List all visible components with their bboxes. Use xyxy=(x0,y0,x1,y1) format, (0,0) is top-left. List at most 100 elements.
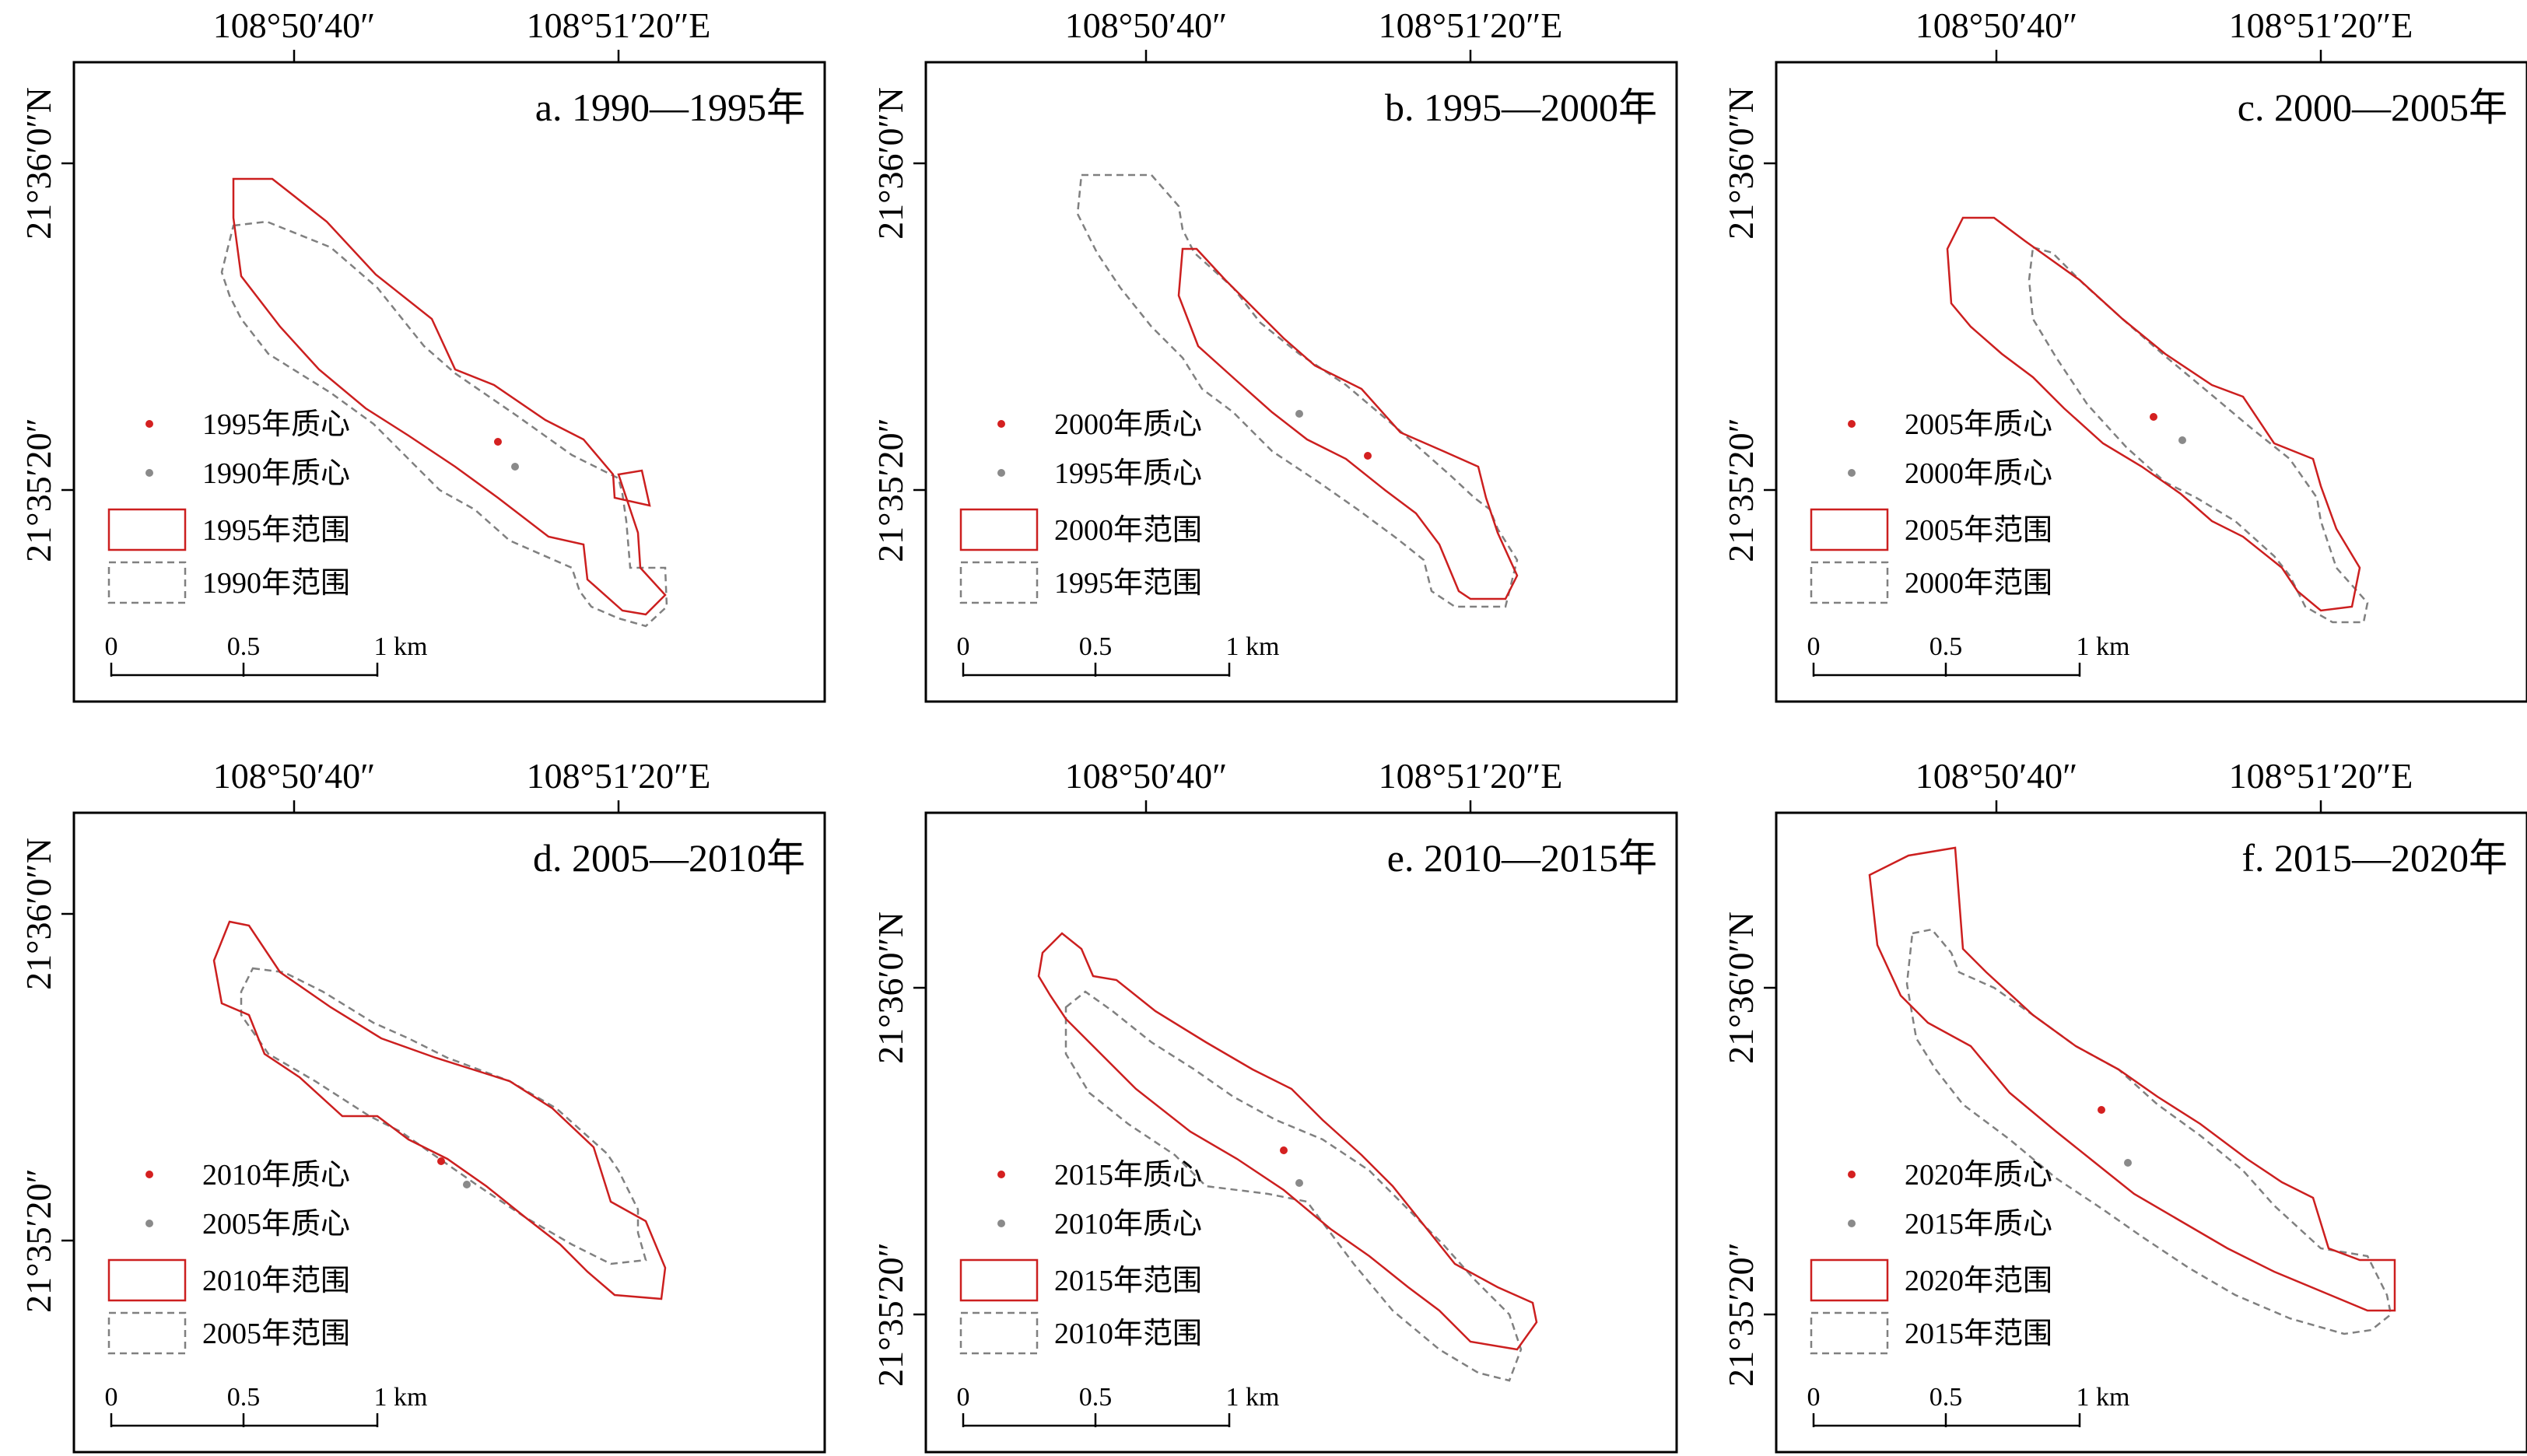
lon-tick-right: 108°51′20″E xyxy=(527,756,711,796)
legend-current-centroid-label: 2000年质心 xyxy=(1054,408,1202,441)
scale-bar-line xyxy=(110,663,379,677)
map-frame xyxy=(924,811,1678,1454)
scale-label-end: 1 km xyxy=(2077,632,2130,661)
legend-current-extent-swatch xyxy=(107,1258,187,1302)
panel-f: 108°50′40″ 108°51′20″E 21°36′0″N 21°35′2… xyxy=(1721,756,2527,1454)
previous-centroid xyxy=(463,1181,471,1188)
legend-previous-centroid-marker xyxy=(1848,1220,1856,1227)
legend-previous-centroid-marker xyxy=(997,1220,1005,1227)
current-extent-boundary xyxy=(1177,247,1519,600)
legend-current-centroid-label: 2010年质心 xyxy=(202,1159,350,1192)
lat-tick-upper: 21°36′0″N xyxy=(871,912,910,1064)
legend: 2020年质心 2015年质心 2020年范围 2015年范围 xyxy=(1810,1159,2052,1355)
scale-label-mid: 0.5 xyxy=(1079,1383,1113,1412)
previous-extent-boundary xyxy=(220,220,668,628)
scale-label-0: 0 xyxy=(957,632,970,661)
lon-tick-right: 108°51′20″E xyxy=(2229,5,2413,45)
lon-tick-left: 108°50′40″ xyxy=(213,5,376,45)
scale-label-end: 1 km xyxy=(1226,632,1280,661)
scale-bar: 0 0.5 1 km xyxy=(1807,1383,2129,1427)
current-centroid xyxy=(437,1157,445,1165)
lat-tick-lower: 21°35′20″ xyxy=(19,418,58,562)
scale-bar: 0 0.5 1 km xyxy=(105,632,428,677)
scale-bar: 0 0.5 1 km xyxy=(957,1383,1279,1427)
previous-extent-boundary xyxy=(2028,246,2369,624)
panel-title: b. 1995—2000年 xyxy=(1385,86,1657,129)
scale-label-mid: 0.5 xyxy=(1079,632,1113,661)
map-frame xyxy=(1775,61,2527,703)
current-extent-boundary xyxy=(1868,846,2396,1312)
previous-extent-boundary xyxy=(240,967,647,1265)
legend-current-extent-label: 2005年范围 xyxy=(1905,514,2052,547)
current-centroid xyxy=(1364,452,1372,460)
legend-previous-extent-label: 1995年范围 xyxy=(1054,567,1202,600)
scale-label-mid: 0.5 xyxy=(1929,1383,1963,1412)
legend-previous-extent-swatch xyxy=(107,1311,187,1355)
legend-previous-extent-swatch xyxy=(1810,1311,1889,1355)
scale-bar-line xyxy=(1812,1413,2081,1427)
legend-previous-extent-label: 2015年范围 xyxy=(1905,1318,2052,1350)
legend-previous-centroid-label: 2005年质心 xyxy=(202,1208,350,1241)
scale-bar-line xyxy=(962,663,1231,677)
current-extent-boundary xyxy=(1946,216,2361,612)
legend-current-centroid-marker xyxy=(997,1171,1005,1178)
current-centroid xyxy=(2098,1106,2105,1114)
legend: 2005年质心 2000年质心 2005年范围 2000年范围 xyxy=(1810,408,2052,604)
scale-label-0: 0 xyxy=(957,1383,970,1412)
lon-tick-right: 108°51′20″E xyxy=(527,5,711,45)
map-frame xyxy=(1775,811,2527,1454)
scale-label-0: 0 xyxy=(1807,632,1821,661)
current-extent-boundary xyxy=(1037,932,1538,1351)
lon-tick-left: 108°50′40″ xyxy=(1065,756,1228,796)
map-frame xyxy=(924,61,1678,703)
legend-current-centroid-label: 2020年质心 xyxy=(1905,1159,2052,1192)
legend: 2015年质心 2010年质心 2015年范围 2010年范围 xyxy=(959,1159,1202,1355)
current-centroid xyxy=(2150,413,2157,421)
lon-tick-right: 108°51′20″E xyxy=(1379,5,1563,45)
lat-tick-upper: 21°36′0″N xyxy=(1721,87,1761,240)
current-extent-boundary xyxy=(212,920,667,1300)
previous-extent-boundary xyxy=(1064,990,1523,1382)
panel-a: 108°50′40″ 108°51′20″E 21°36′0″N 21°35′2… xyxy=(19,5,826,703)
legend-current-centroid-label: 1995年质心 xyxy=(202,408,350,441)
lon-tick-right: 108°51′20″E xyxy=(1379,756,1563,796)
legend-previous-extent-swatch xyxy=(959,1311,1039,1355)
panel-title: c. 2000—2005年 xyxy=(2238,86,2508,129)
legend-previous-centroid-label: 1995年质心 xyxy=(1054,457,1202,490)
legend-previous-extent-swatch xyxy=(107,561,187,604)
panel-b: 108°50′40″ 108°51′20″E 21°36′0″N 21°35′2… xyxy=(871,5,1678,703)
panel-title: e. 2010—2015年 xyxy=(1387,836,1657,880)
map-frame xyxy=(72,811,826,1454)
legend-current-extent-swatch xyxy=(959,508,1039,551)
lon-tick-left: 108°50′40″ xyxy=(213,756,376,796)
map-frame xyxy=(72,61,826,703)
lon-tick-left: 108°50′40″ xyxy=(1065,5,1228,45)
lon-tick-left: 108°50′40″ xyxy=(1915,5,2078,45)
legend: 2010年质心 2005年质心 2010年范围 2005年范围 xyxy=(107,1159,350,1355)
scale-label-end: 1 km xyxy=(374,632,428,661)
legend-current-centroid-marker xyxy=(145,1171,153,1178)
legend-current-extent-label: 2010年范围 xyxy=(202,1265,350,1297)
legend-current-centroid-label: 2005年质心 xyxy=(1905,408,2052,441)
legend: 1995年质心 1990年质心 1995年范围 1990年范围 xyxy=(107,408,350,604)
lat-tick-lower: 21°35′20″ xyxy=(19,1168,58,1313)
previous-centroid xyxy=(1295,410,1303,418)
legend-current-centroid-label: 2015年质心 xyxy=(1054,1159,1202,1192)
legend-previous-centroid-label: 1990年质心 xyxy=(202,457,350,490)
panel-d: 108°50′40″ 108°51′20″E 21°36′0″N 21°35′2… xyxy=(19,756,826,1454)
lon-tick-right: 108°51′20″E xyxy=(2229,756,2413,796)
legend-previous-extent-label: 1990年范围 xyxy=(202,567,350,600)
current-extent-boundary xyxy=(232,177,667,616)
legend-current-centroid-marker xyxy=(997,420,1005,428)
panel-title: f. 2015—2020年 xyxy=(2241,836,2508,880)
lat-tick-lower: 21°35′20″ xyxy=(1721,1242,1761,1387)
scale-bar: 0 0.5 1 km xyxy=(957,632,1280,677)
legend-previous-extent-swatch xyxy=(1810,561,1889,604)
previous-centroid xyxy=(511,463,519,471)
lat-tick-upper: 21°36′0″N xyxy=(19,87,58,240)
legend-current-centroid-marker xyxy=(1848,1171,1856,1178)
lon-tick-left: 108°50′40″ xyxy=(1915,756,2078,796)
legend-previous-extent-swatch xyxy=(959,561,1039,604)
legend-previous-extent-label: 2010年范围 xyxy=(1054,1318,1202,1350)
